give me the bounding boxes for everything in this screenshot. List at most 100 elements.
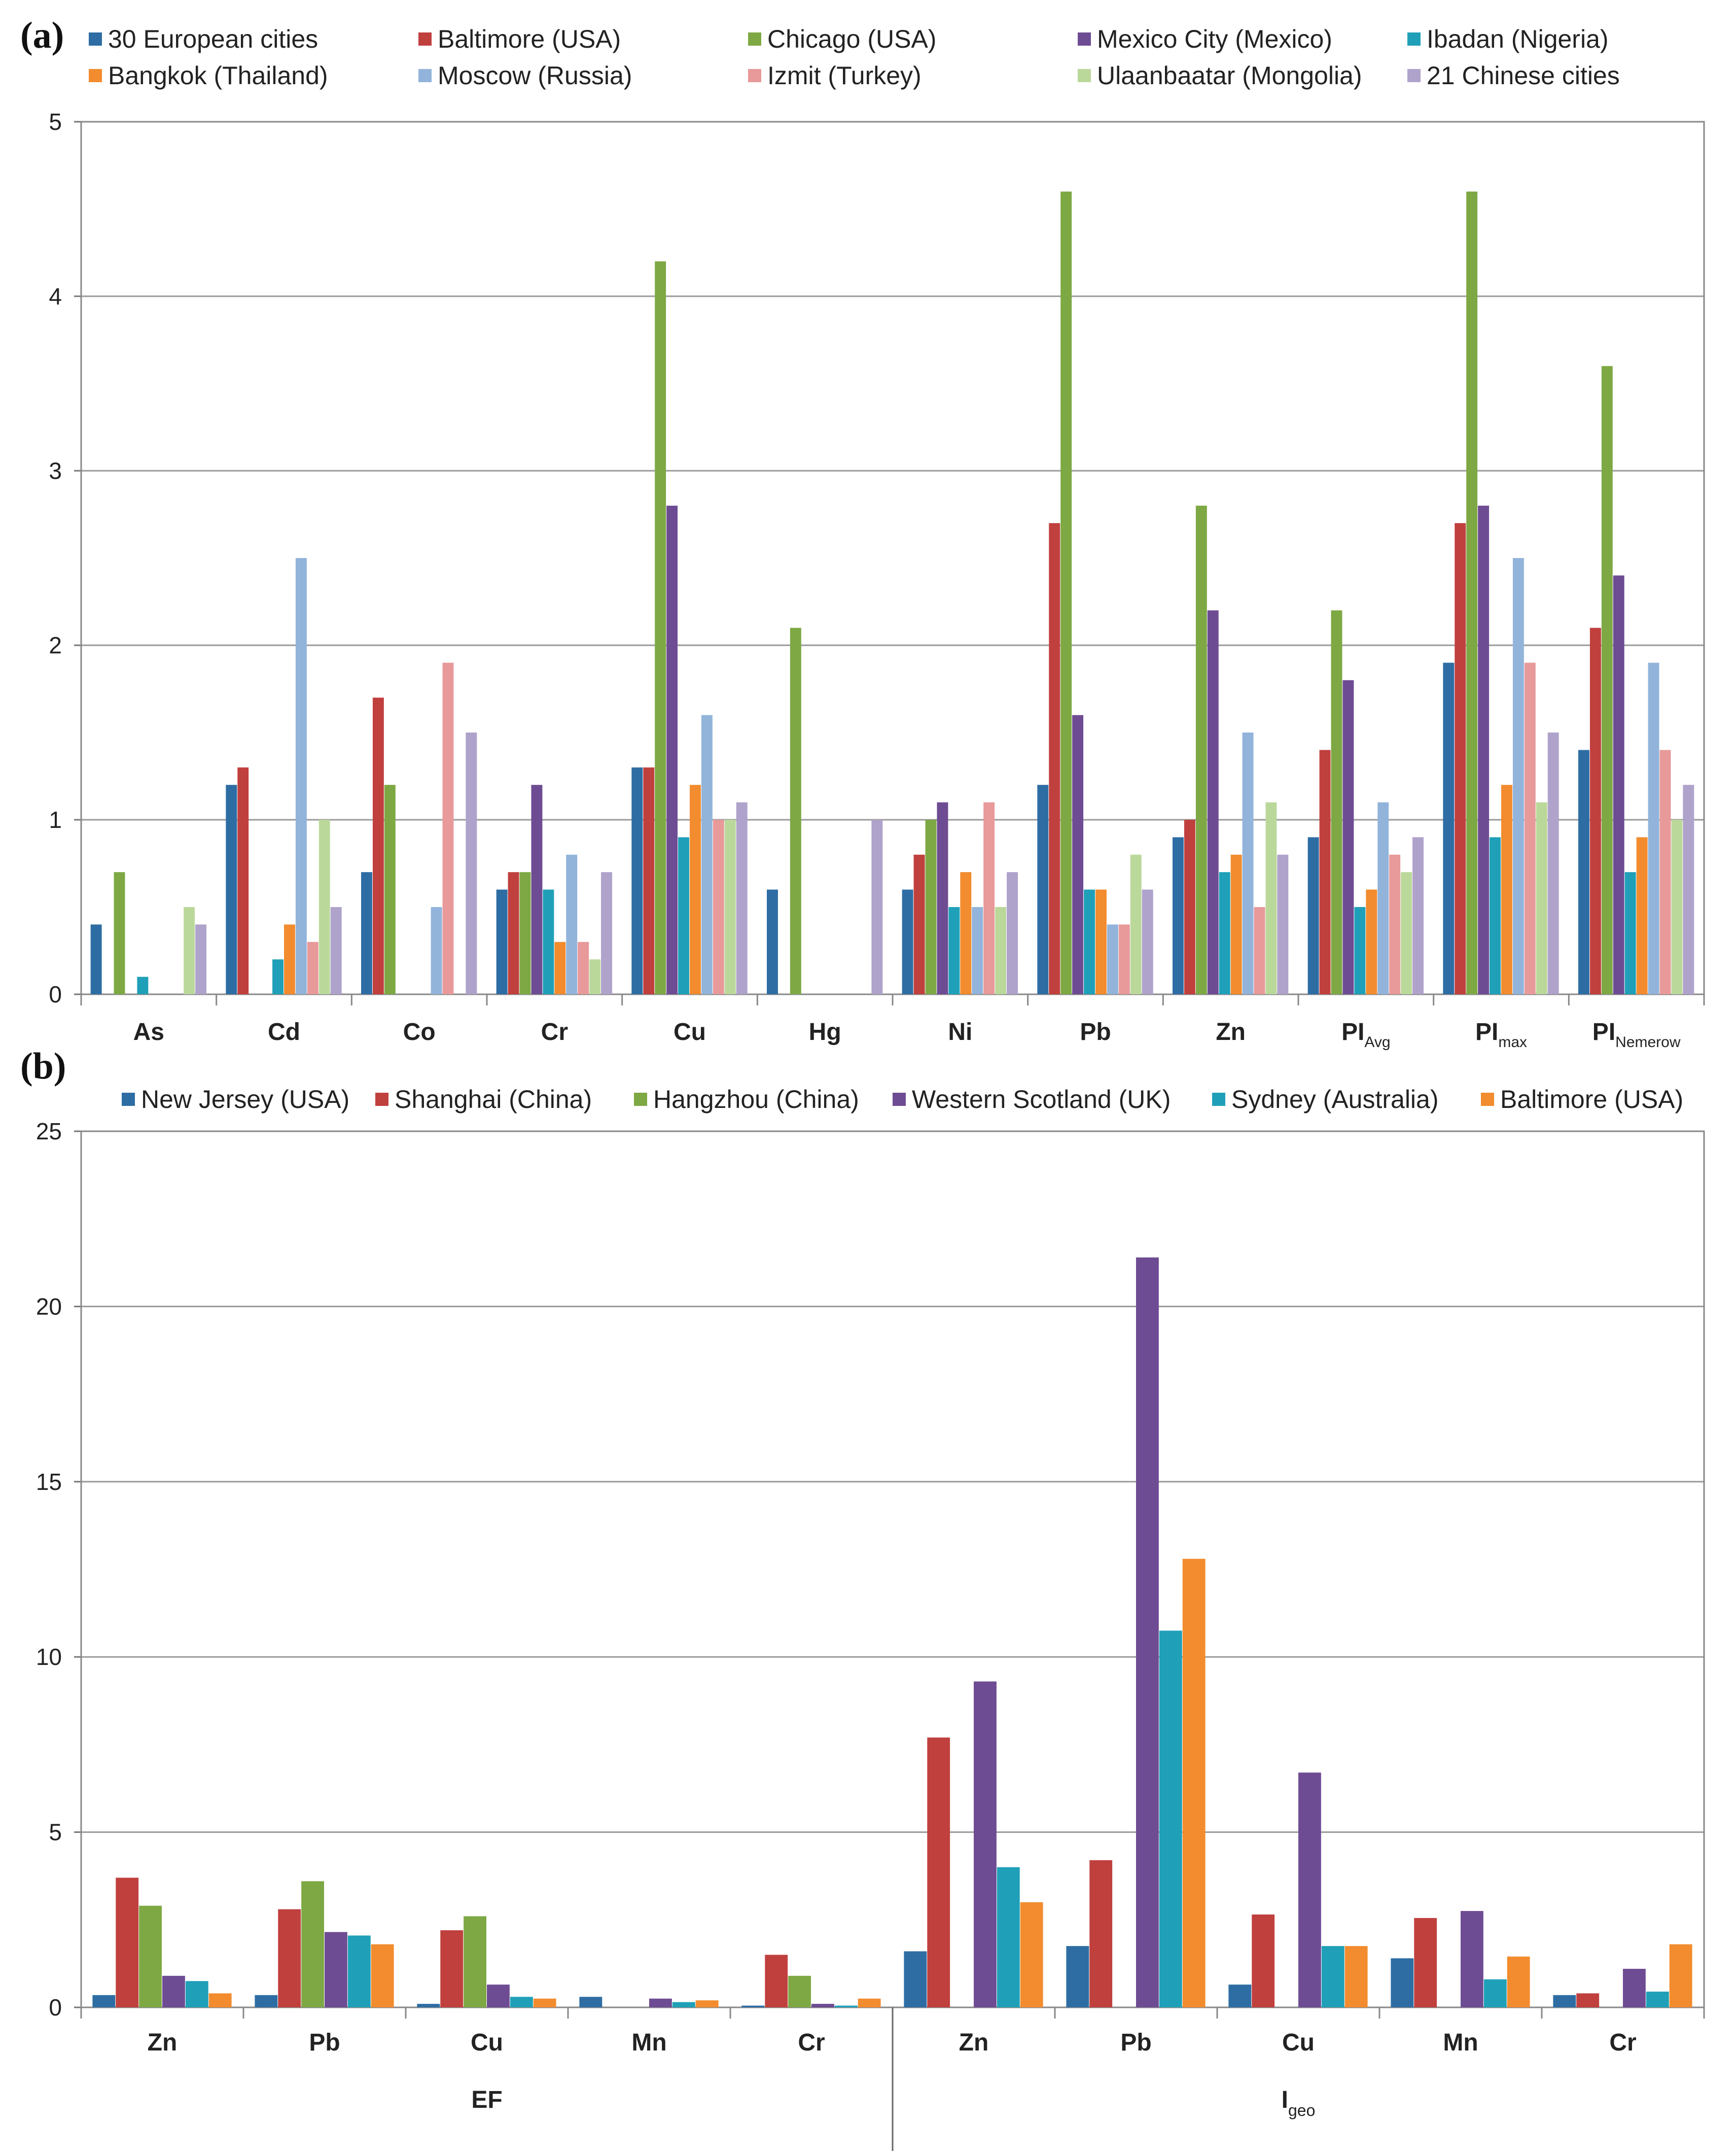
bar: [1589, 628, 1601, 994]
legend-label: Hangzhou (China): [653, 1085, 859, 1114]
bar: [185, 1981, 208, 2007]
bar: [1354, 907, 1366, 994]
legend-swatch: [748, 32, 761, 46]
x-tick-label-main: PI: [1341, 1019, 1364, 1046]
legend-swatch: [1212, 1093, 1225, 1106]
legend-label: Western Scotland (UK): [912, 1085, 1171, 1114]
legend-swatch: [89, 69, 102, 82]
bar: [372, 698, 384, 994]
bar: [531, 785, 543, 994]
bar: [464, 1916, 486, 2007]
x-tick-label-main: Ni: [948, 1019, 972, 1046]
bar: [1623, 1969, 1646, 2007]
x-tick-label-main: Co: [403, 1019, 436, 1046]
x-tick-label: PINemerow: [1592, 1019, 1681, 1051]
bar: [496, 889, 508, 994]
bar: [974, 1681, 997, 2007]
panel-label-a: (a): [20, 15, 64, 56]
x-tick-label-main: Mn: [631, 2029, 666, 2056]
legend-item: Ibadan (Nigeria): [1407, 24, 1722, 54]
x-tick-label: Co: [403, 1019, 436, 1046]
bar: [1377, 802, 1389, 994]
bar: [1173, 837, 1184, 994]
bar: [1184, 820, 1195, 994]
bar: [1412, 837, 1424, 994]
bar: [1536, 802, 1547, 994]
bar: [139, 1905, 162, 2007]
x-tick-label: Zn: [148, 2029, 178, 2056]
bar: [1478, 505, 1490, 994]
bar: [1130, 854, 1142, 994]
bar: [579, 1997, 603, 2007]
bar: [995, 907, 1007, 994]
bar: [790, 628, 801, 994]
y-tick-label: 2: [49, 632, 62, 658]
bar: [1613, 575, 1624, 994]
bar: [960, 872, 972, 994]
bar: [184, 907, 195, 994]
bar: [237, 767, 249, 994]
bar: [1342, 680, 1354, 994]
bar: [1512, 558, 1524, 994]
bar: [1636, 837, 1648, 994]
bar: [1095, 889, 1107, 994]
bar: [1671, 820, 1683, 994]
legend-item: 21 Chinese cities: [1407, 61, 1722, 90]
bar: [983, 802, 995, 994]
legend-item: 30 European cities: [89, 24, 413, 54]
y-tick-label: 4: [49, 283, 62, 309]
bar: [1118, 924, 1130, 994]
panel-label-b: (b): [20, 1046, 66, 1087]
bar: [116, 1877, 139, 2007]
bar: [1321, 1946, 1344, 2007]
y-tick-label: 0: [49, 981, 62, 1007]
legend-label: Moscow (Russia): [438, 61, 632, 90]
bar: [788, 1975, 811, 2007]
bar: [431, 907, 442, 994]
bar: [1683, 785, 1694, 994]
bar: [925, 820, 937, 994]
bar: [741, 2005, 765, 2007]
bar: [1060, 191, 1072, 995]
legend-swatch: [893, 1093, 906, 1106]
legend-item: Hangzhou (China): [634, 1085, 888, 1114]
x-tick-label: PImax: [1475, 1019, 1527, 1051]
bar: [1331, 610, 1342, 994]
y-tick-label: 25: [36, 1118, 62, 1144]
x-tick-label: Zn: [1216, 1019, 1246, 1046]
bar: [533, 1998, 556, 2007]
bar: [1483, 1979, 1507, 2007]
bar: [566, 854, 578, 994]
bar: [295, 558, 307, 994]
bar: [811, 2004, 834, 2007]
bar: [347, 1935, 371, 2007]
bar: [767, 889, 778, 994]
x-tick-label: Pb: [309, 2029, 340, 2056]
bar: [666, 505, 678, 994]
bar: [1195, 505, 1207, 994]
x-tick-label-main: Cr: [798, 2029, 825, 2056]
bar: [834, 2005, 858, 2007]
bar: [440, 1930, 464, 2007]
legend-label: New Jersey (USA): [141, 1085, 350, 1114]
bar: [466, 733, 477, 994]
bar: [948, 907, 960, 994]
legend-item: Moscow (Russia): [418, 61, 743, 90]
x-tick-label: Pb: [1080, 1019, 1111, 1046]
bar: [92, 1995, 116, 2007]
bar: [1669, 1944, 1692, 2007]
bar: [1089, 1860, 1113, 2007]
bar: [1277, 854, 1289, 994]
bar: [1401, 872, 1412, 994]
plot-frame: [80, 1130, 1705, 2008]
legend-label: Mexico City (Mexico): [1097, 25, 1332, 53]
legend-item: Sydney (Australia): [1212, 1085, 1476, 1114]
legend-b: New Jersey (USA) Shanghai (China) Hangzhou…: [122, 1085, 1719, 1114]
bar: [137, 977, 149, 994]
legend-item: Mexico City (Mexico): [1078, 24, 1402, 54]
bar: [519, 872, 531, 994]
bar: [1107, 924, 1118, 994]
legend-label: Baltimore (USA): [438, 25, 621, 53]
bar: [1389, 854, 1401, 994]
legend-label: 21 Chinese cities: [1427, 61, 1620, 90]
